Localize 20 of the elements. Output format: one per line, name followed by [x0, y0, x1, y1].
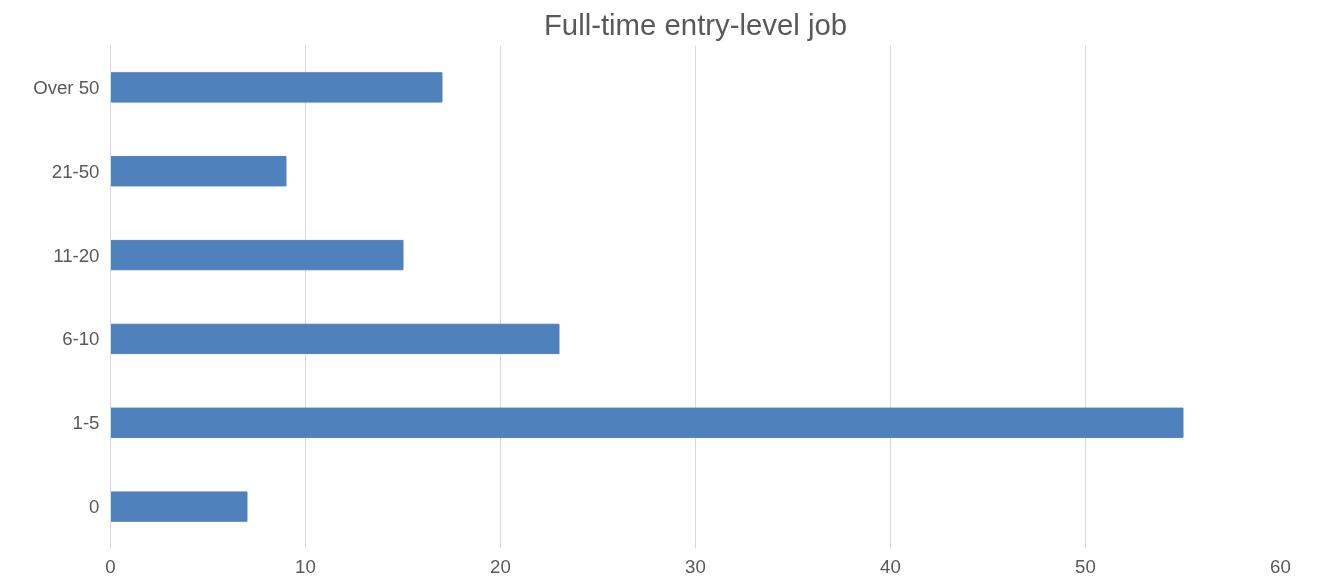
x-tick-label: 10 — [295, 555, 316, 577]
chart-title: Full-time entry-level job — [543, 7, 848, 41]
y-tick-label: 1-5 — [72, 412, 100, 434]
bar — [110, 323, 560, 355]
x-tick-label: 20 — [490, 555, 511, 577]
x-tick-label: 0 — [105, 555, 116, 577]
y-tick-label: 0 — [89, 496, 100, 518]
y-tick-label: 11-20 — [53, 244, 100, 266]
y-tick-label: 6-10 — [62, 328, 100, 350]
y-tick-label: Over 50 — [33, 76, 100, 98]
x-tick-label: 60 — [1270, 555, 1291, 577]
bar — [110, 491, 248, 522]
bar — [110, 239, 404, 271]
y-tick-label: 21-50 — [51, 160, 100, 182]
x-tick-label: 50 — [1075, 555, 1096, 577]
bar — [110, 72, 443, 103]
x-tick-label: 30 — [685, 555, 706, 577]
bar — [110, 407, 1184, 438]
x-tick-label: 40 — [880, 555, 901, 577]
bar — [110, 156, 287, 187]
